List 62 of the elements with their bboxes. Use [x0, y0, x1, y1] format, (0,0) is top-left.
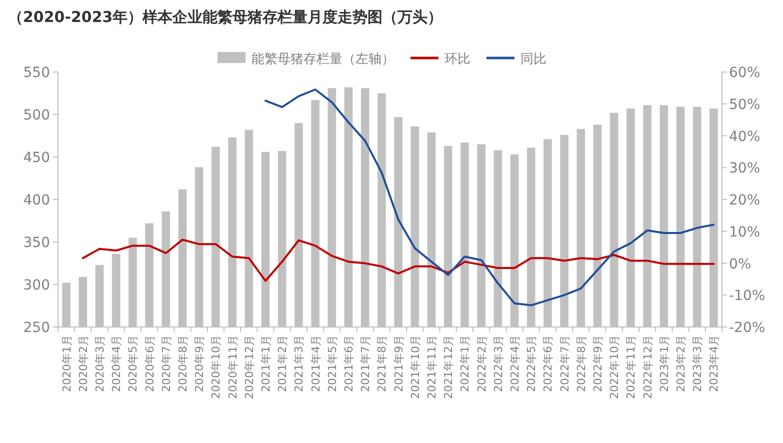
x-tick-label: 2023年1月 — [658, 335, 671, 392]
y2-tick-label: 60% — [729, 65, 760, 81]
x-tick-label: 2022年9月 — [592, 335, 604, 392]
x-tick-label: 2023年4月 — [708, 335, 721, 392]
x-tick-label: 2022年10月 — [608, 335, 622, 399]
x-tick-label: 2023年3月 — [691, 335, 704, 392]
y2-tick-label: -20% — [729, 320, 766, 336]
x-tick-label: 2022年8月 — [574, 335, 588, 392]
y-tick-label: 350 — [23, 235, 50, 251]
x-tick-label: 2021年5月 — [326, 335, 339, 392]
y-tick-label: 300 — [23, 278, 50, 294]
x-tick-label: 2020年9月 — [193, 335, 206, 392]
y2-tick-label: 10% — [729, 224, 760, 240]
x-tick-label: 2023年2月 — [674, 335, 688, 392]
y-tick-label: 400 — [23, 192, 50, 208]
x-tick-label: 2022年5月 — [525, 335, 538, 392]
x-tick-label: 2020年12月 — [242, 335, 256, 399]
x-tick-label: 2021年2月 — [276, 335, 290, 392]
y-tick-label: 500 — [23, 108, 50, 124]
x-tick-label: 2022年4月 — [508, 335, 522, 392]
legend-label: 能繁母猪存栏量（左轴） — [252, 52, 394, 67]
x-tick-label: 2021年6月 — [342, 335, 356, 392]
y2-tick-label: 0% — [729, 256, 752, 272]
x-tick-label: 2020年3月 — [94, 335, 106, 392]
y-tick-label: 550 — [23, 65, 50, 81]
x-tick-label: 2021年9月 — [392, 335, 406, 392]
x-tick-label: 2021年10月 — [408, 335, 422, 399]
x-tick-label: 2022年6月 — [542, 335, 555, 392]
x-tick-label: 2021年8月 — [376, 335, 389, 392]
x-tick-label: 2021年3月 — [292, 335, 306, 392]
x-tick-label: 2020年7月 — [160, 335, 173, 392]
x-tick-label: 2022年12月 — [641, 335, 654, 399]
y-tick-label: 450 — [23, 150, 50, 166]
x-tick-label: 2020年1月 — [60, 335, 74, 392]
x-tick-label: 2020年8月 — [176, 335, 190, 392]
y2-tick-label: 30% — [729, 160, 760, 177]
x-tick-label: 2022年3月 — [492, 335, 505, 392]
y-tick-label: 250 — [23, 320, 50, 336]
x-tick-label: 2021年11月 — [426, 335, 438, 399]
chart-title: （2020-2023年）样本企业能繁母猪存栏量月度走势图（万头） — [8, 8, 443, 26]
y2-tick-label: -10% — [729, 288, 766, 304]
x-tick-label: 2021年12月 — [442, 335, 456, 399]
y2-tick-label: 20% — [729, 192, 760, 208]
x-tick-label: 2020年10月 — [210, 335, 223, 399]
x-tick-label: 2022年7月 — [558, 335, 572, 392]
x-tick-label: 2022年11月 — [624, 335, 638, 399]
x-tick-label: 2021年7月 — [359, 335, 372, 392]
legend-label: 环比 — [444, 52, 470, 67]
x-tick-label: 2020年6月 — [143, 335, 156, 392]
x-tick-label: 2021年1月 — [260, 335, 272, 392]
x-tick-label: 2020年5月 — [126, 335, 140, 392]
y2-tick-label: 50% — [729, 96, 760, 113]
y2-tick-label: 40% — [729, 128, 760, 145]
x-tick-label: 2022年1月 — [458, 335, 472, 392]
x-tick-label: 2020年4月 — [110, 335, 124, 392]
x-tick-label: 2021年4月 — [309, 335, 322, 392]
line-series — [82, 238, 715, 282]
x-tick-label: 2020年11月 — [226, 335, 240, 399]
legend-label: 同比 — [520, 52, 546, 67]
line-series — [264, 88, 715, 306]
x-tick-label: 2022年2月 — [475, 335, 488, 392]
x-tick-label: 2020年2月 — [76, 335, 90, 392]
